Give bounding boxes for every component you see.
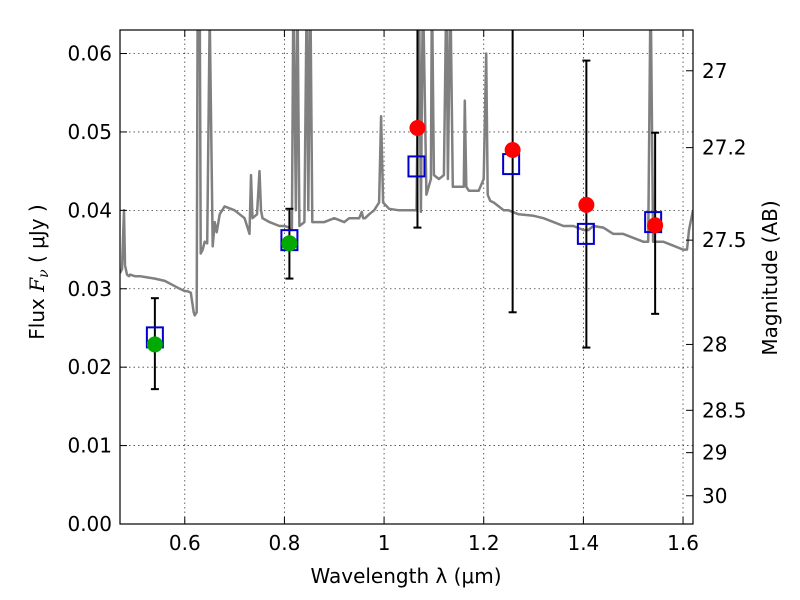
x-tick-label: 1.6 <box>667 531 699 555</box>
x-tick-label: 0.6 <box>169 531 201 555</box>
y2-tick-label: 28 <box>702 332 727 356</box>
model-photometry-square <box>576 222 595 245</box>
y2-tick-label: 28.5 <box>702 398 747 422</box>
x-tick-label: 1.2 <box>468 531 500 555</box>
y-axis-label-prefix: Flux <box>25 292 49 340</box>
x-tick-label: 0.8 <box>269 531 301 555</box>
plot-frame <box>119 29 694 525</box>
x-axis-label: Wavelength λ (μm) <box>310 564 501 588</box>
upper-limit-point <box>578 196 595 213</box>
y2-axis-label: Magnitude (AB) <box>758 200 782 355</box>
y-axis-label: Flux Fν ( μJy ) <box>25 204 52 339</box>
y-tick-label: 0.03 <box>67 277 112 301</box>
y-tick-label: 0.00 <box>67 512 112 536</box>
grid <box>120 30 693 525</box>
x-tick-label: 1 <box>378 531 391 555</box>
y-tick-label: 0.01 <box>67 434 112 458</box>
ticks: 0.6 0.8 1 1.2 1.4 1.6 0.00 0.01 0.02 0.03 0.04 0.05… <box>67 30 747 555</box>
y-tick-label: 0.05 <box>67 120 112 144</box>
y2-tick-label: 27 <box>702 59 727 83</box>
y2-tick-label: 27.2 <box>702 136 747 160</box>
data-layer <box>120 30 693 391</box>
upper-limit-point <box>409 120 426 137</box>
model-photometry-square <box>407 155 426 178</box>
y-tick-label: 0.06 <box>67 42 112 66</box>
y2-tick-label: 27.5 <box>702 228 747 252</box>
y-axis-label-group: Flux Fν ( μJy ) <box>25 204 52 339</box>
y-tick-label: 0.04 <box>67 198 112 222</box>
y-tick-label: 0.02 <box>67 355 112 379</box>
x-tick-label: 1.4 <box>567 531 599 555</box>
y-axis-label-suffix: ( μJy ) <box>25 204 49 269</box>
model-spectrum-line <box>120 30 693 317</box>
y-axis-label-symbol: F <box>25 277 49 293</box>
y2-tick-label: 29 <box>702 441 727 465</box>
upper-limit-point <box>647 217 664 234</box>
detection-point <box>146 336 163 353</box>
detection-point <box>281 235 298 252</box>
upper-limit-point <box>504 141 521 158</box>
y-axis-label-subscript: ν <box>36 269 52 278</box>
y2-tick-label: 30 <box>702 484 727 508</box>
